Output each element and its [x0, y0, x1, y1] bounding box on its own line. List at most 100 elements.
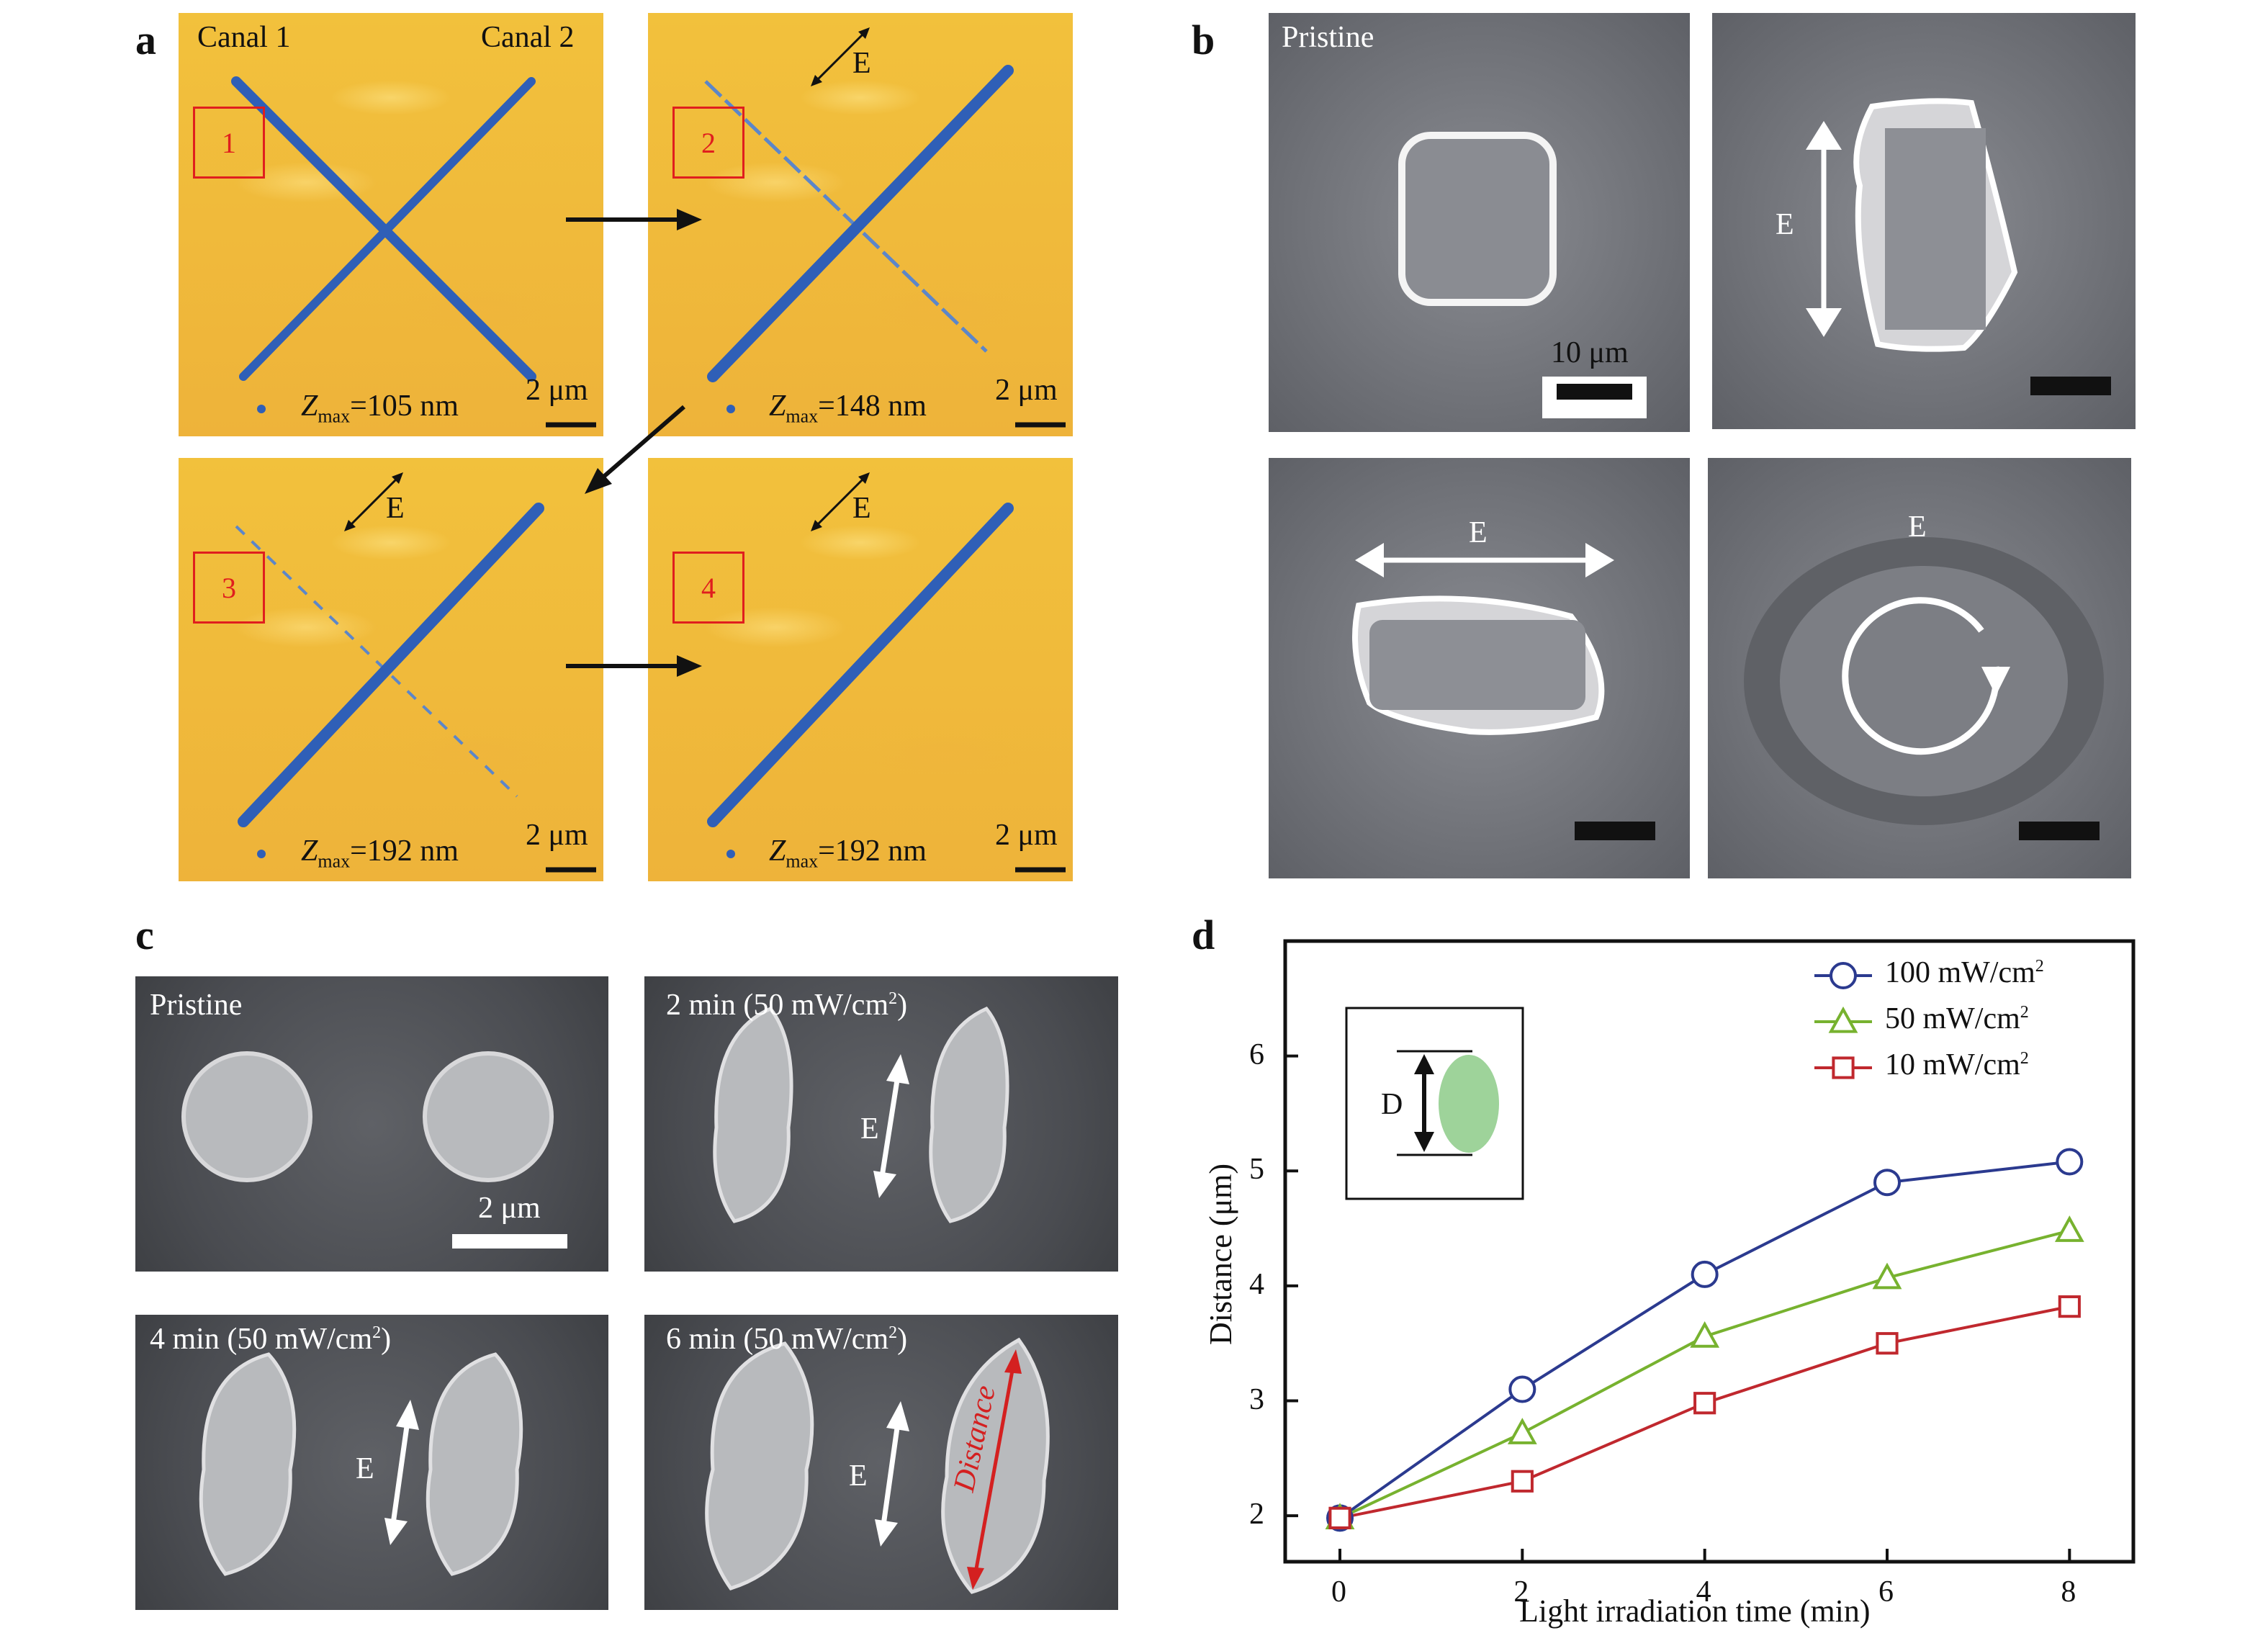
- label-c-2min-text: 2 min (50 mW/cm: [666, 989, 889, 1022]
- inset-ellipse: [1439, 1055, 1499, 1153]
- sem-c-pristine: Pristine 2 μm: [135, 976, 608, 1272]
- afm-canals-1: [231, 76, 596, 428]
- step-box-1: 1: [193, 107, 265, 179]
- e-label-b3: E: [1469, 516, 1488, 549]
- step-box-4: 4: [672, 552, 744, 624]
- scale-label-a4: 2 μm: [995, 819, 1058, 852]
- legend-entry-sup: 2: [2020, 1003, 2029, 1022]
- z-subscript: max: [318, 405, 351, 427]
- scale-label-c: 2 μm: [478, 1192, 541, 1225]
- label-c-4min: 4 min (50 mW/cm2): [150, 1322, 391, 1357]
- z-subscript: max: [786, 850, 819, 872]
- panel-letter-d: d: [1192, 912, 1215, 958]
- legend-entry-sup: 2: [2035, 957, 2044, 976]
- inset-d-label: D: [1381, 1088, 1403, 1121]
- e-label-b4: E: [1908, 510, 1927, 544]
- x-tick-label: 6: [1878, 1575, 1894, 1609]
- data-point-triangle: [2054, 1215, 2084, 1242]
- zmax-label-2: Zmax=148 nm: [769, 389, 927, 427]
- afm-image-2: E 2 Zmax=148 nm 2 μm: [648, 13, 1073, 436]
- panel-letter-a: a: [135, 17, 156, 63]
- e-label-a4: E: [852, 492, 871, 525]
- scale-label-a3: 2 μm: [526, 819, 588, 852]
- sem-b-circular: E: [1708, 458, 2131, 878]
- panel-letter-b: b: [1192, 17, 1215, 63]
- z-symbol: Z: [769, 390, 786, 423]
- legend-entry: 50 mW/cm2: [1885, 1002, 2029, 1036]
- afm-image-1: Canal 1 Canal 2 1 Zmax=105 nm 2 μm: [179, 13, 603, 436]
- chart-ylabel: Distance (μm): [1203, 1163, 1238, 1345]
- data-point-square: [1693, 1392, 1716, 1415]
- sem-b-vertical: E: [1712, 13, 2136, 429]
- scale-label-a2: 2 μm: [995, 374, 1058, 407]
- data-point-circle: [1508, 1375, 1536, 1403]
- label-c-2min-sup: 2: [888, 989, 898, 1008]
- label-c-6min: 6 min (50 mW/cm2): [666, 1322, 907, 1357]
- x-tick-label: 4: [1696, 1575, 1711, 1609]
- sem-b-horizontal: E: [1269, 458, 1690, 878]
- zmax-value-4: =192 nm: [818, 835, 927, 868]
- label-c-2min-close: ): [897, 989, 908, 1022]
- data-point-circle: [1691, 1260, 1719, 1288]
- rotate-arrow-icon: [1981, 667, 2010, 696]
- afm-canals-3: [235, 472, 596, 873]
- step-box-3: 3: [193, 552, 265, 624]
- sem-b-pristine: Pristine 10 μm: [1269, 13, 1690, 432]
- data-point-circle: [2056, 1148, 2084, 1176]
- label-c-4min-sup: 2: [372, 1323, 382, 1342]
- z-subscript: max: [786, 405, 819, 427]
- afm-canals-2: [704, 27, 1066, 428]
- step-box-2: 2: [672, 107, 744, 179]
- x-tick-label: 0: [1331, 1575, 1346, 1609]
- e-label-b2: E: [1776, 208, 1794, 241]
- legend-entry-label: 100 mW/cm: [1885, 956, 2035, 989]
- zmax-label-3: Zmax=192 nm: [301, 834, 459, 872]
- canal-2-label: Canal 2: [481, 21, 575, 54]
- canal-1-label: Canal 1: [197, 21, 291, 54]
- e-label-c2: E: [860, 1112, 879, 1146]
- y-tick-label: 6: [1249, 1038, 1264, 1071]
- y-tick-label: 4: [1249, 1267, 1264, 1301]
- data-point-square: [1876, 1332, 1899, 1355]
- e-label-c3: E: [356, 1452, 374, 1485]
- y-tick-label: 5: [1249, 1153, 1264, 1187]
- afm-canals-4: [707, 472, 1066, 873]
- sem-c-4min: 4 min (50 mW/cm2) E: [135, 1315, 608, 1610]
- scale-label-a1: 2 μm: [526, 374, 588, 407]
- legend-entry: 10 mW/cm2: [1885, 1048, 2029, 1082]
- zmax-label-1: Zmax=105 nm: [301, 389, 459, 427]
- e-label-a3: E: [386, 492, 405, 525]
- chart-xlabel: Light irradiation time (min): [1519, 1593, 1871, 1629]
- z-subscript: max: [318, 850, 351, 872]
- data-point-square: [1832, 1056, 1855, 1079]
- scale-label-b: 10 μm: [1551, 336, 1629, 369]
- sem-c-2min: 2 min (50 mW/cm2) E: [644, 976, 1118, 1272]
- legend-entry-label: 50 mW/cm: [1885, 1002, 2020, 1035]
- data-point-triangle: [1872, 1262, 1902, 1290]
- data-point-triangle: [1507, 1418, 1537, 1444]
- label-c-6min-text: 6 min (50 mW/cm: [666, 1323, 889, 1356]
- data-point-triangle: [1690, 1321, 1720, 1348]
- x-tick-label: 2: [1513, 1575, 1529, 1609]
- sem-c-6min: 6 min (50 mW/cm2) E Distance: [644, 1315, 1118, 1610]
- legend-entry-label: 10 mW/cm: [1885, 1048, 2020, 1081]
- label-c-6min-close: ): [897, 1323, 908, 1356]
- legend-entry: 100 mW/cm2: [1885, 955, 2044, 990]
- y-tick-label: 3: [1249, 1382, 1264, 1416]
- e-label-c4: E: [849, 1459, 868, 1493]
- zmax-value-3: =192 nm: [350, 835, 459, 868]
- zmax-value-1: =105 nm: [350, 390, 459, 423]
- panel-letter-c: c: [135, 912, 154, 958]
- afm-image-3: E 3 Zmax=192 nm 2 μm: [179, 458, 603, 881]
- legend-entry-sup: 2: [2020, 1049, 2029, 1068]
- data-point-square: [1328, 1506, 1351, 1529]
- label-c-6min-sup: 2: [888, 1323, 898, 1342]
- label-c-4min-text: 4 min (50 mW/cm: [150, 1323, 373, 1356]
- afm-image-4: E 4 Zmax=192 nm 2 μm: [648, 458, 1073, 881]
- square-particle: [1398, 132, 1557, 306]
- z-symbol: Z: [301, 390, 318, 423]
- x-tick-label: 8: [2061, 1575, 2076, 1609]
- zmax-label-4: Zmax=192 nm: [769, 834, 927, 872]
- label-c-pristine: Pristine: [150, 989, 243, 1022]
